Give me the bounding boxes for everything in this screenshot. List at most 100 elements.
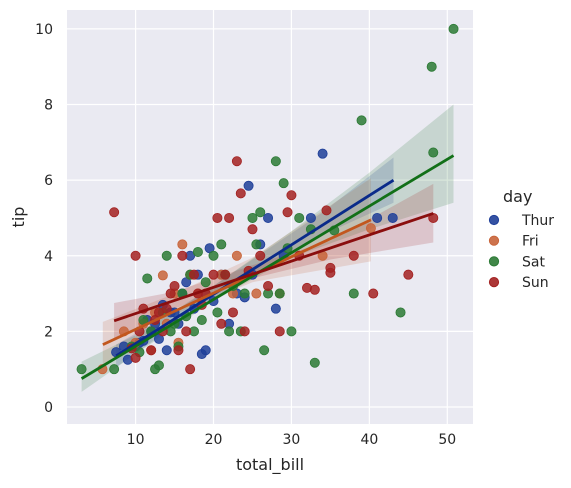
legend-marker-thur: [488, 214, 500, 226]
legend-label-thur: Thur: [521, 213, 554, 229]
data-point-fri: [177, 239, 188, 250]
data-point-sat: [356, 115, 367, 126]
legend-label-fri: Fri: [522, 234, 539, 250]
data-point-sun: [321, 205, 332, 216]
x-tick-label: 10: [127, 432, 145, 448]
data-point-sun: [231, 156, 242, 167]
data-point-sat: [278, 178, 289, 189]
data-point-sun: [146, 345, 157, 356]
data-point-sun: [286, 190, 297, 201]
regression-line-thur: [115, 178, 395, 358]
x-axis-label: total_bill: [236, 455, 304, 475]
data-point-thur: [243, 180, 254, 191]
confidence-band-sun: [114, 183, 434, 339]
data-point-sat: [255, 207, 266, 218]
data-point-sun: [177, 250, 188, 261]
data-point-sun: [130, 250, 141, 261]
legend-marker-sun: [488, 277, 500, 288]
data-point-thur: [161, 345, 172, 356]
y-tick-label: 4: [44, 249, 53, 265]
data-point-thur: [263, 212, 274, 223]
data-point-sun: [263, 280, 274, 291]
regression-line-sun: [113, 212, 434, 323]
data-point-sat: [274, 288, 285, 299]
data-point-sat: [286, 326, 297, 337]
data-point-sat: [76, 364, 87, 375]
data-point-sat: [395, 307, 406, 318]
y-axis-label: tip: [9, 207, 28, 228]
data-point-sun: [189, 269, 200, 280]
x-tick-label: 40: [360, 432, 378, 448]
data-point-sat: [247, 212, 258, 223]
confidence-band-fri: [102, 178, 371, 368]
data-point-sat: [294, 212, 305, 223]
data-point-sun: [239, 326, 250, 337]
data-point-sun: [247, 224, 258, 235]
x-tick-label: 20: [205, 432, 223, 448]
data-point-fri: [365, 223, 376, 234]
data-point-sat: [200, 277, 211, 288]
y-tick-label: 2: [44, 324, 53, 340]
data-point-sun: [224, 212, 235, 223]
data-point-thur: [270, 303, 281, 314]
legend-title: day: [503, 187, 532, 206]
data-point-sun: [235, 188, 246, 199]
data-point-sat: [428, 147, 439, 158]
data-point-sun: [255, 250, 266, 261]
y-tick-labels: 0 2 4 6 8 10: [35, 22, 53, 416]
data-point-sun: [368, 288, 379, 299]
legend-marker-sat: [488, 256, 500, 267]
data-point-sat: [208, 250, 219, 261]
regression-line-fri: [102, 218, 372, 346]
data-point-sat: [426, 61, 437, 72]
data-point-sat: [224, 326, 235, 337]
data-point-sun: [181, 326, 192, 337]
data-point-sat: [109, 364, 120, 375]
data-point-sat: [270, 156, 281, 167]
legend-marker-fri: [488, 235, 500, 246]
data-point-sat: [142, 273, 153, 284]
data-point-sun: [220, 269, 231, 280]
data-point-sun: [325, 262, 336, 273]
regression-lines: [80, 154, 455, 380]
legend-label-sun: Sun: [522, 275, 549, 291]
data-point-sun: [109, 207, 120, 218]
legend: day Thur Fri Sat Sun: [488, 187, 554, 291]
data-point-sun: [173, 345, 184, 356]
data-point-sun: [403, 269, 414, 280]
x-tick-label: 30: [283, 432, 301, 448]
data-point-sat: [251, 239, 262, 250]
data-point-thur: [200, 345, 211, 356]
y-tick-label: 10: [35, 22, 53, 38]
data-point-sun: [282, 207, 293, 218]
y-tick-label: 8: [44, 98, 53, 114]
y-tick-label: 6: [44, 173, 53, 189]
data-point-thur: [305, 212, 316, 223]
data-point-sun: [227, 307, 238, 318]
data-point-thur: [387, 212, 398, 223]
data-point-sun: [309, 284, 320, 295]
data-point-sun: [185, 364, 196, 375]
data-point-sat: [196, 315, 207, 326]
x-tick-labels: 10 20 30 40 50: [127, 432, 457, 448]
data-point-sun: [130, 352, 141, 363]
data-point-sun: [169, 280, 180, 291]
x-tick-label: 50: [438, 432, 456, 448]
data-point-sat: [348, 288, 359, 299]
data-point-sat: [259, 345, 270, 356]
data-point-fri: [231, 250, 242, 261]
data-point-sun: [274, 326, 285, 337]
data-point-fri: [157, 270, 168, 281]
data-point-sat: [192, 246, 203, 257]
data-point-sun: [216, 318, 227, 329]
y-tick-label: 0: [44, 400, 53, 416]
data-point-sat: [309, 357, 320, 368]
data-point-sat: [212, 307, 223, 318]
data-point-sat: [153, 360, 164, 371]
data-point-sat: [216, 239, 227, 250]
regression-line-sat: [80, 154, 455, 380]
data-point-sun: [212, 212, 223, 223]
legend-label-sat: Sat: [522, 254, 545, 270]
data-point-sat: [448, 23, 459, 34]
